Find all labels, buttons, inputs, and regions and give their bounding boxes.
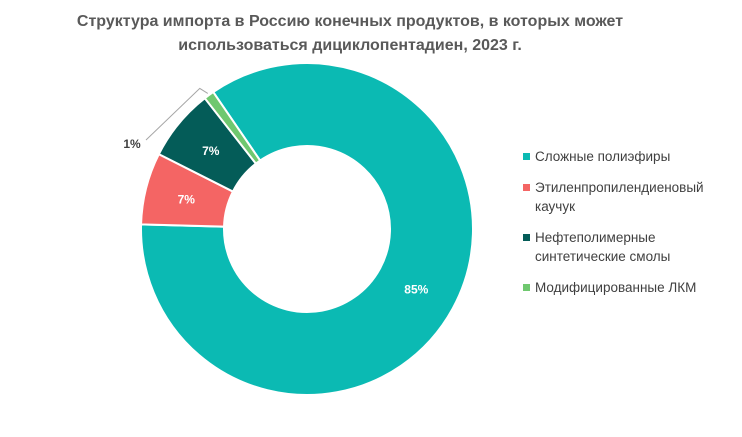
leader-line-modified-paints: [145, 87, 209, 141]
chart-title-line-1: Структура импорта в Россию конечных прод…: [76, 13, 624, 30]
legend-item-epdm-rubber: Этиленпропилендиеновый каучук: [523, 178, 738, 216]
chart-legend: Сложные полиэфиры Этиленпропилендиеновый…: [523, 147, 738, 297]
data-label-modified-paints: 1%: [123, 137, 141, 151]
legend-label-modified-paints: Модифицированные ЛКМ: [535, 280, 697, 295]
slice-polyesters: [140, 62, 474, 396]
legend-label-petroleum-resins-2: синтетические смолы: [535, 249, 671, 264]
legend-item-petroleum-resins: Нефтеполимерные синтетические смолы: [523, 228, 738, 266]
data-label-petroleum-resins: 7%: [202, 144, 220, 158]
data-label-polyesters: 85%: [404, 283, 428, 297]
legend-swatch-petroleum-resins: [523, 234, 530, 241]
chart-title-line-2: использоваться дициклопентадиен, 2023 г.: [178, 37, 522, 54]
legend-swatch-epdm-rubber: [523, 184, 530, 191]
legend-label-epdm-rubber-1: Этиленпропилендиеновый: [535, 180, 704, 195]
chart-title: Структура импорта в Россию конечных прод…: [40, 10, 660, 58]
legend-label-polyesters: Сложные полиэфиры: [535, 149, 671, 164]
legend-item-modified-paints: Модифицированные ЛКМ: [523, 278, 738, 297]
legend-label-epdm-rubber-2: каучук: [535, 199, 575, 214]
data-label-epdm-rubber: 7%: [178, 192, 196, 206]
legend-swatch-modified-paints: [523, 284, 530, 291]
legend-label-petroleum-resins-1: Нефтеполимерные: [535, 230, 656, 245]
slice-modified-paints: [203, 90, 262, 165]
legend-item-polyesters: Сложные полиэфиры: [523, 147, 738, 166]
legend-swatch-polyesters: [523, 153, 530, 160]
